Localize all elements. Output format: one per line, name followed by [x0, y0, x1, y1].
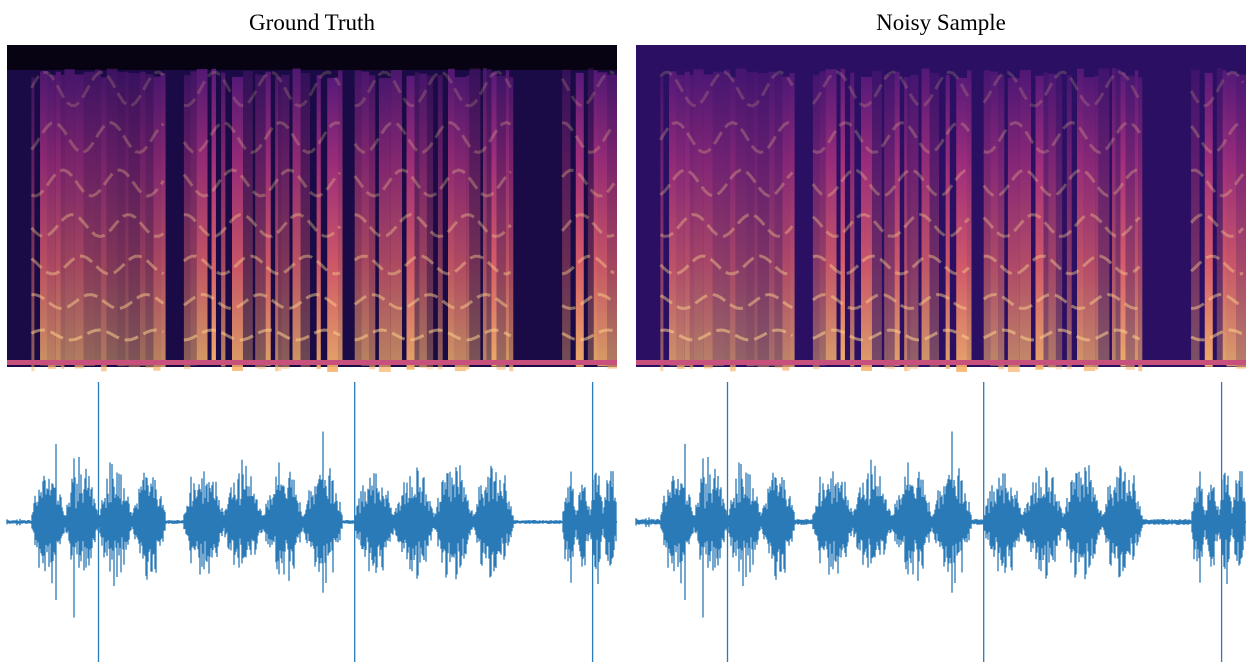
speech-column — [769, 72, 775, 366]
speech-column — [84, 72, 95, 366]
speech-column — [841, 69, 845, 363]
speech-column — [491, 73, 496, 367]
speech-column — [438, 75, 443, 369]
speech-column — [775, 74, 783, 368]
speech-column — [887, 75, 894, 369]
speech-column — [101, 77, 107, 371]
spectrogram-top — [7, 45, 617, 70]
speech-column — [487, 69, 492, 363]
speech-column — [391, 70, 402, 364]
speech-column — [1084, 77, 1095, 371]
speech-column — [1217, 68, 1223, 362]
speech-column — [146, 74, 154, 368]
speech-column — [506, 70, 510, 364]
speech-column — [184, 75, 191, 369]
speech-column — [607, 75, 617, 369]
speech-column — [562, 70, 570, 364]
speech-column — [448, 69, 455, 363]
speech-column — [713, 72, 724, 366]
speech-column — [338, 70, 343, 364]
speech-column — [317, 75, 321, 369]
speech-column — [407, 76, 415, 370]
speech-column — [466, 76, 469, 370]
speech-column — [594, 70, 598, 364]
speech-column — [1048, 74, 1056, 368]
speech-column — [40, 71, 48, 365]
speech-column — [129, 73, 140, 367]
speech-column — [255, 74, 258, 368]
speech-column — [789, 73, 794, 367]
speech-column — [724, 70, 730, 364]
speech-column — [483, 68, 487, 362]
speech-column — [576, 73, 584, 367]
speech-column — [747, 72, 755, 366]
speech-column — [660, 77, 663, 371]
panel-title: Noisy Sample — [876, 10, 1006, 35]
speech-column — [125, 72, 128, 366]
spectrogram-floor — [636, 360, 1246, 365]
speech-column — [1226, 72, 1236, 366]
speech-column — [1067, 75, 1072, 369]
speech-column — [275, 77, 278, 371]
speech-column — [861, 77, 872, 371]
speech-column — [1112, 68, 1116, 362]
speech-column — [212, 69, 216, 363]
speech-column — [61, 75, 64, 369]
speech-column — [967, 70, 972, 364]
speech-column — [819, 71, 825, 365]
speech-column — [1116, 69, 1121, 363]
speech-column — [782, 77, 789, 371]
speech-column — [1126, 76, 1135, 370]
speech-column — [990, 72, 998, 366]
spectrogram — [7, 45, 617, 372]
speech-column — [704, 74, 713, 368]
speech-column — [1223, 70, 1227, 364]
speech-column — [895, 72, 900, 366]
speech-column — [140, 72, 146, 366]
speech-column — [998, 75, 1004, 369]
speech-column — [497, 76, 506, 370]
figure: Ground Truth Noisy Sample — [0, 0, 1256, 669]
spectrogram — [636, 45, 1246, 372]
speech-column — [379, 78, 391, 372]
speech-column — [232, 77, 243, 371]
speech-column — [1044, 72, 1049, 366]
page: {"panels": [{"title": "Ground Truth"}, {… — [0, 0, 1256, 669]
speech-column — [956, 78, 967, 372]
speech-column — [118, 72, 126, 366]
speech-column — [1236, 75, 1246, 369]
speech-column — [160, 73, 165, 367]
speech-column — [221, 73, 225, 367]
speech-column — [597, 72, 607, 366]
speech-column — [1036, 76, 1044, 370]
speech-column — [588, 68, 594, 362]
speech-column — [427, 76, 433, 370]
speech-column — [197, 69, 208, 363]
speech-column — [258, 75, 265, 369]
speech-column — [1138, 77, 1142, 371]
speech-column — [910, 75, 918, 369]
speech-column — [31, 77, 34, 371]
speech-column — [884, 74, 887, 368]
speech-column — [107, 69, 118, 363]
speech-column — [850, 73, 854, 367]
speech-column — [1056, 76, 1062, 370]
speech-column — [690, 75, 693, 369]
speech-column — [1120, 73, 1125, 367]
speech-column — [153, 77, 160, 371]
speech-column — [826, 69, 837, 363]
speech-column — [946, 75, 950, 369]
speech-column — [1098, 68, 1109, 362]
speech-column — [95, 70, 101, 364]
speech-column — [56, 72, 61, 366]
speech-column — [1095, 76, 1098, 370]
speech-column — [872, 71, 882, 365]
speech-column — [369, 75, 375, 369]
speech-column — [266, 72, 271, 366]
speech-column — [48, 75, 56, 369]
speech-column — [1077, 69, 1084, 363]
spectrogram-floor — [7, 360, 617, 365]
speech-column — [669, 71, 677, 365]
panel-title: Ground Truth — [249, 10, 375, 35]
